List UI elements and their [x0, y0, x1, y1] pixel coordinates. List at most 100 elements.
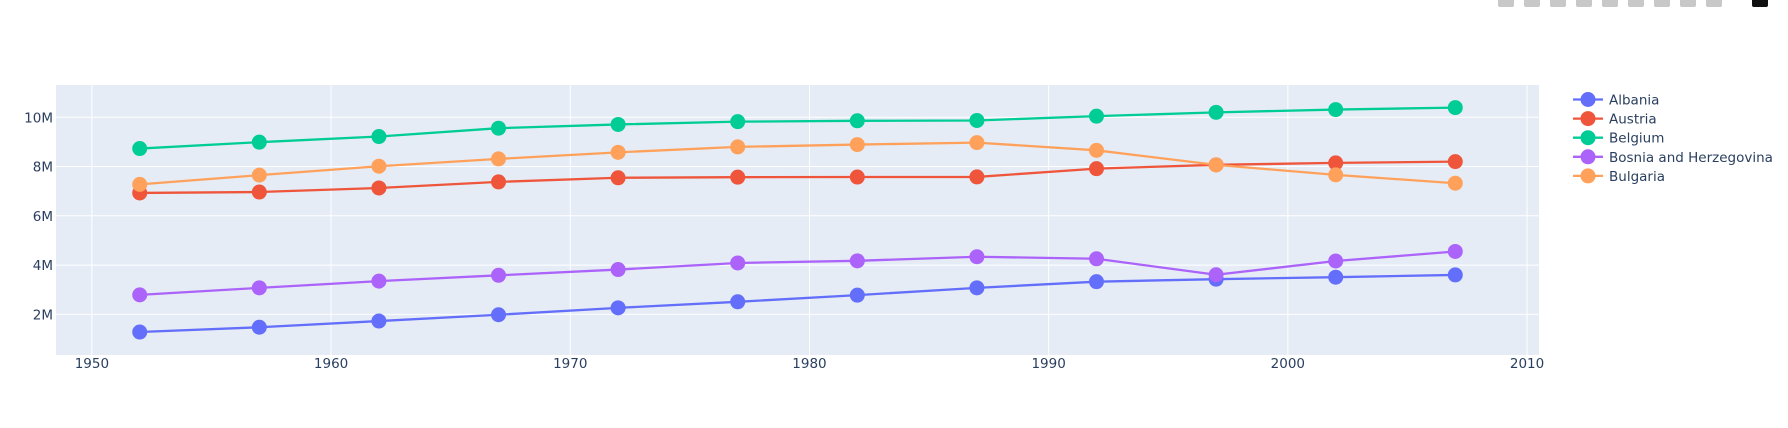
camera-icon[interactable]: [1498, 0, 1514, 7]
legend-item[interactable]: Bulgaria: [1573, 168, 1665, 185]
legend-label: Bulgaria: [1609, 169, 1665, 185]
x-tick-label: 1980: [792, 356, 826, 372]
legend-item[interactable]: Albania: [1573, 92, 1659, 109]
data-point[interactable]: [132, 287, 148, 303]
plot-area[interactable]: [56, 85, 1539, 355]
data-point[interactable]: [491, 174, 507, 190]
data-point[interactable]: [969, 249, 985, 265]
zoom-icon[interactable]: [1524, 0, 1540, 7]
legend-marker-icon: [1580, 149, 1596, 165]
data-point[interactable]: [1447, 267, 1463, 283]
data-point[interactable]: [1328, 155, 1344, 171]
data-point[interactable]: [730, 169, 746, 185]
data-point[interactable]: [251, 184, 267, 200]
data-point[interactable]: [1208, 267, 1224, 283]
data-point[interactable]: [610, 300, 626, 316]
data-point[interactable]: [849, 287, 865, 303]
data-point[interactable]: [1447, 243, 1463, 259]
data-point[interactable]: [1088, 251, 1104, 267]
data-point[interactable]: [1447, 100, 1463, 116]
legend-marker-icon: [1580, 92, 1596, 107]
series-bosnia-and-herzegovina: [132, 243, 1463, 303]
data-point[interactable]: [1328, 269, 1344, 285]
legend-label: Austria: [1609, 112, 1657, 128]
zoom-out-icon[interactable]: [1654, 0, 1670, 7]
data-point[interactable]: [730, 294, 746, 310]
data-point[interactable]: [1328, 167, 1344, 183]
series-albania: [132, 267, 1463, 340]
data-point[interactable]: [1447, 154, 1463, 170]
data-point[interactable]: [969, 280, 985, 296]
data-point[interactable]: [1328, 102, 1344, 118]
data-point[interactable]: [1447, 175, 1463, 191]
data-point[interactable]: [1328, 253, 1344, 269]
y-tick-label: 10M: [24, 110, 53, 126]
data-point[interactable]: [1208, 157, 1224, 173]
y-tick-label: 2M: [33, 307, 53, 323]
data-point[interactable]: [132, 324, 148, 340]
x-tick-label: 2010: [1510, 356, 1544, 372]
data-point[interactable]: [730, 139, 746, 155]
modebar: [1498, 0, 1768, 7]
data-point[interactable]: [491, 307, 507, 323]
data-point[interactable]: [610, 170, 626, 186]
data-point[interactable]: [371, 158, 387, 174]
reset-axes-icon[interactable]: [1706, 0, 1722, 7]
plotly-logo-icon[interactable]: [1752, 0, 1768, 7]
x-tick-label: 1990: [1031, 356, 1065, 372]
data-point[interactable]: [371, 313, 387, 329]
data-point[interactable]: [132, 176, 148, 192]
y-tick-label: 8M: [33, 160, 53, 176]
legend-item[interactable]: Austria: [1573, 111, 1657, 128]
data-point[interactable]: [730, 114, 746, 130]
data-point[interactable]: [610, 262, 626, 278]
data-point[interactable]: [849, 137, 865, 153]
data-point[interactable]: [849, 169, 865, 185]
x-tick-label: 1950: [75, 356, 109, 372]
autoscale-icon[interactable]: [1680, 0, 1696, 7]
x-tick-label: 1960: [314, 356, 348, 372]
data-point[interactable]: [251, 134, 267, 150]
data-point[interactable]: [251, 167, 267, 183]
series-belgium: [132, 100, 1463, 157]
pan-icon[interactable]: [1550, 0, 1566, 7]
data-point[interactable]: [371, 180, 387, 196]
data-point[interactable]: [1088, 142, 1104, 158]
data-point[interactable]: [1088, 161, 1104, 177]
legend-item[interactable]: Belgium: [1573, 130, 1664, 147]
legend-label: Bosnia and Herzegovina: [1609, 150, 1773, 166]
series-line: [139, 250, 1456, 297]
data-point[interactable]: [251, 280, 267, 296]
lasso-icon[interactable]: [1602, 0, 1618, 7]
legend-label: Albania: [1609, 93, 1659, 109]
data-point[interactable]: [491, 267, 507, 283]
data-point[interactable]: [1088, 274, 1104, 290]
box-select-icon[interactable]: [1576, 0, 1592, 7]
series-line: [139, 141, 1456, 186]
data-point[interactable]: [132, 141, 148, 157]
data-point[interactable]: [1088, 108, 1104, 124]
x-tick-label: 1970: [553, 356, 587, 372]
legend-marker-icon: [1580, 111, 1596, 127]
data-point[interactable]: [849, 253, 865, 269]
zoom-in-icon[interactable]: [1628, 0, 1644, 7]
data-point[interactable]: [251, 319, 267, 335]
data-point[interactable]: [491, 120, 507, 136]
data-point[interactable]: [371, 129, 387, 145]
data-point[interactable]: [730, 255, 746, 271]
legend-marker-icon: [1580, 130, 1596, 146]
legend-marker-icon: [1580, 168, 1596, 184]
data-point[interactable]: [491, 151, 507, 167]
data-point[interactable]: [610, 144, 626, 160]
data-point[interactable]: [1208, 104, 1224, 120]
data-point[interactable]: [371, 273, 387, 289]
series-bulgaria: [132, 135, 1463, 192]
data-point[interactable]: [969, 135, 985, 151]
data-point[interactable]: [610, 116, 626, 132]
legend-item[interactable]: Bosnia and Herzegovina: [1573, 149, 1773, 166]
data-point[interactable]: [969, 169, 985, 185]
data-point[interactable]: [969, 112, 985, 128]
data-point[interactable]: [849, 113, 865, 129]
series-line: [139, 273, 1456, 334]
